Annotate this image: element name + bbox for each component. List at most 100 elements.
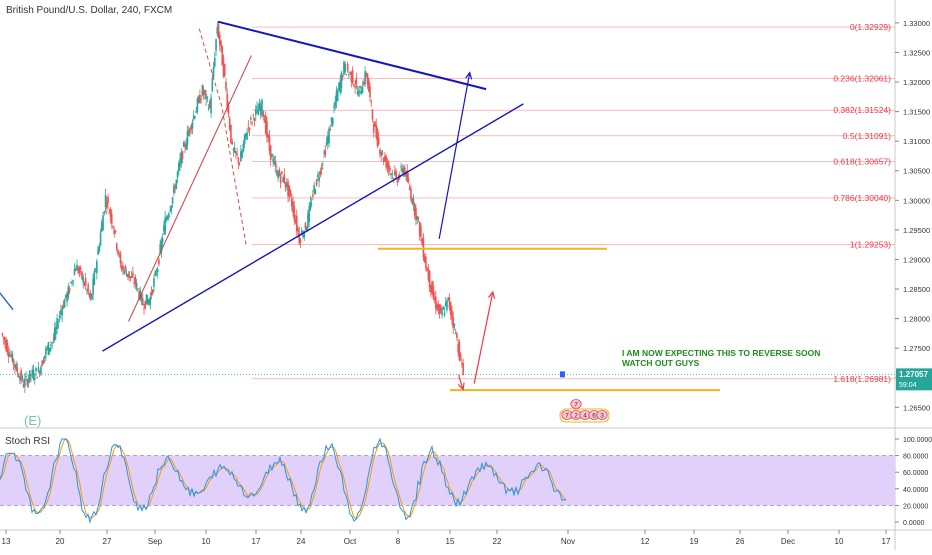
candle-body (436, 305, 438, 311)
candle-body (171, 197, 174, 204)
candle-body (112, 225, 114, 228)
candle-body (98, 246, 101, 252)
candle-body (449, 302, 452, 315)
stoch-tick-label: 40.0000 (903, 487, 928, 494)
current-marker (560, 371, 565, 378)
candle-body (225, 81, 227, 90)
stoch-tick-label: 0.0000 (903, 520, 925, 527)
candle-body (191, 121, 194, 129)
candle-body (61, 308, 63, 316)
candle-body (406, 170, 409, 182)
time-tick-label: 19 (690, 537, 699, 546)
candle-body (442, 307, 445, 310)
time-tick-label: 22 (493, 537, 502, 546)
price-tick-label: 1.29000 (903, 255, 930, 264)
candle-body (143, 308, 145, 310)
price-tick-label: 1.28500 (903, 285, 930, 294)
candle-body (120, 265, 123, 271)
candle-body (37, 367, 40, 372)
candle-body (386, 163, 389, 167)
candle-body (83, 283, 86, 286)
candle-body (293, 206, 296, 221)
candle-body (165, 217, 168, 222)
wave-count-frame (559, 408, 610, 423)
candle-body (56, 318, 58, 329)
candle-body (214, 57, 216, 67)
candle-body (441, 309, 443, 316)
candle-body (132, 272, 134, 277)
candle-body (192, 115, 195, 119)
candle-body (173, 185, 175, 193)
candle-body (351, 70, 354, 84)
candle-body (113, 229, 116, 235)
candle-body (271, 154, 273, 158)
candle-body (335, 91, 338, 103)
candle-body (457, 344, 459, 353)
candle-body (336, 89, 339, 101)
time-tick-label: 12 (641, 537, 650, 546)
candle-body (246, 132, 248, 140)
candle-body (353, 84, 355, 86)
candle-body (220, 40, 222, 47)
candle-body (421, 238, 423, 246)
candle-body (101, 221, 103, 232)
candle-body (439, 307, 442, 311)
fib-level-label: 1(1.29253) (850, 239, 891, 249)
candle-body (228, 117, 231, 130)
candle-body (391, 173, 394, 175)
candle-body (31, 369, 34, 376)
candle-body (164, 217, 166, 235)
candle-body (286, 183, 288, 187)
stoch-tick-label: 60.0000 (903, 470, 928, 477)
candle-body (307, 213, 309, 229)
candle-body (283, 174, 286, 183)
candle-body (397, 176, 400, 181)
candle-body (312, 194, 314, 197)
candle-body (74, 268, 77, 272)
candle-body (315, 179, 318, 186)
candle-body (381, 152, 384, 155)
wave-count-label: 2 (574, 413, 578, 420)
candle-body (195, 111, 197, 113)
candle-body (60, 310, 62, 315)
candle-body (438, 304, 441, 314)
candle-body (53, 328, 56, 340)
candle-body (253, 118, 256, 121)
candle-body (259, 106, 262, 116)
candle-body (266, 121, 268, 137)
candle-body (102, 215, 104, 231)
candle-body (269, 145, 272, 161)
candle-body (298, 232, 301, 244)
candle-body (48, 347, 51, 352)
trendline-lower-triangle (102, 103, 524, 352)
candle-body (84, 278, 87, 286)
candle-body (462, 362, 464, 375)
candle-body (211, 77, 214, 92)
candle-body (430, 284, 432, 293)
candle-body (313, 185, 315, 192)
candle-body (204, 89, 206, 95)
candle-body (166, 216, 169, 219)
candle-body (199, 95, 201, 104)
candle-body (45, 348, 47, 356)
candle-body (355, 78, 358, 85)
candle-body (365, 73, 368, 76)
price-tick-label: 1.28000 (903, 315, 930, 324)
candle-body (432, 286, 435, 299)
candle-body (384, 155, 386, 161)
candle-body (221, 46, 224, 66)
candle-body (118, 253, 120, 255)
candle-body (417, 217, 420, 219)
candle-body (22, 384, 25, 388)
candle-body (174, 189, 176, 191)
candle-body (140, 294, 143, 301)
candle-body (99, 232, 102, 246)
candle-body (21, 376, 24, 380)
candle-body (304, 222, 307, 230)
candle-body (91, 293, 93, 300)
candle-body (134, 276, 137, 285)
candle-body (374, 121, 376, 127)
candle-body (107, 197, 109, 203)
candle-body (161, 238, 164, 243)
